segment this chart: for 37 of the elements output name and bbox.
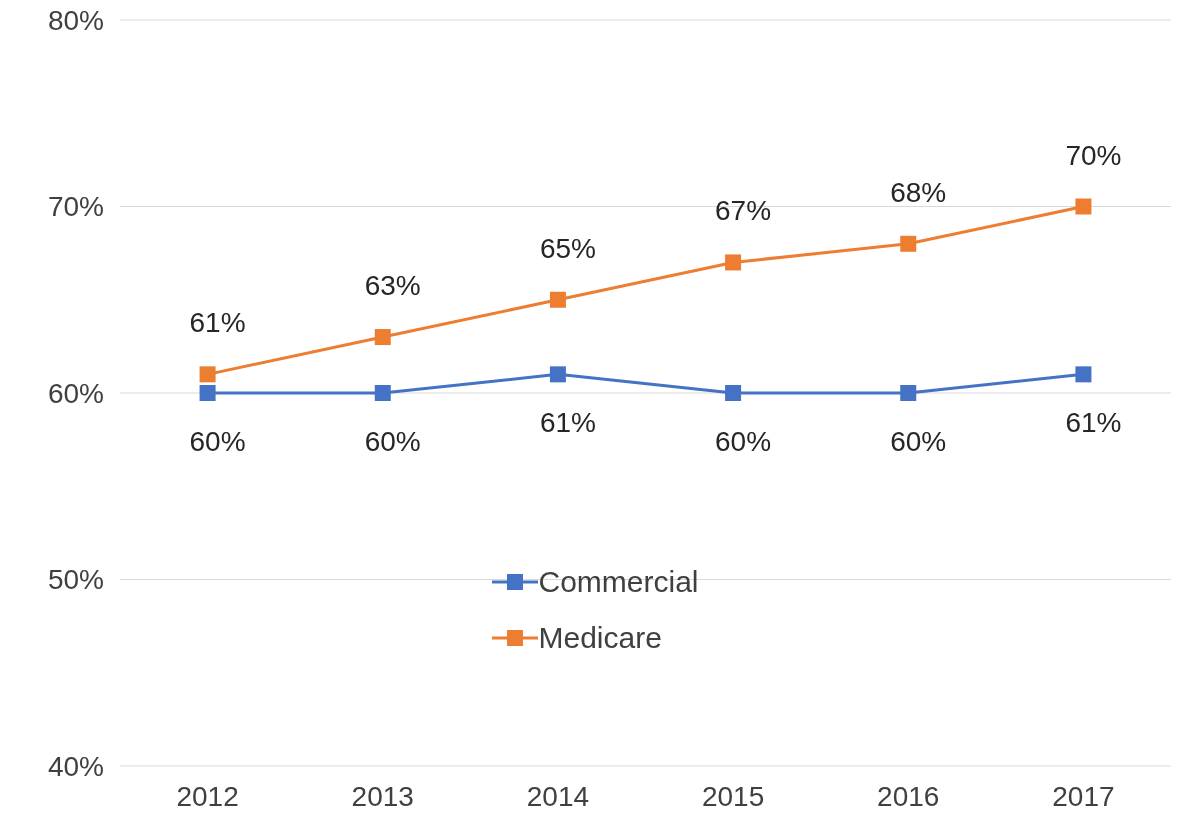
y-tick-label: 60% [47, 377, 104, 409]
point [725, 385, 742, 401]
x-tick-label: 2017 [1052, 780, 1115, 812]
data-label: 60% [364, 426, 421, 457]
x-tick-label: 2014 [526, 780, 590, 812]
data-label: 60% [189, 426, 246, 457]
point [1075, 366, 1092, 383]
y-tick-label: 70% [47, 191, 104, 223]
point [199, 366, 216, 383]
x-tick-label: 2013 [351, 780, 414, 812]
y-tick-label: 40% [47, 750, 104, 782]
point [549, 366, 566, 383]
point [725, 254, 742, 271]
x-tick-label: 2016 [877, 780, 940, 812]
legend-label: Medicare [538, 621, 662, 655]
y-tick-label: 50% [47, 564, 104, 596]
point [199, 385, 216, 401]
point [900, 385, 917, 401]
point [374, 385, 391, 401]
point [900, 235, 917, 252]
point [549, 291, 566, 308]
data-label: 63% [364, 270, 421, 302]
point [374, 329, 391, 346]
data-label: 67% [715, 195, 772, 227]
data-label: 60% [890, 426, 947, 457]
data-label: 60% [715, 426, 772, 457]
x-tick-label: 2015 [701, 780, 765, 812]
data-label: 68% [890, 176, 947, 208]
y-tick-label: 80% [47, 4, 104, 36]
data-label: 61% [189, 307, 246, 339]
data-label: 70% [1065, 139, 1122, 171]
point [1075, 198, 1092, 215]
data-label: 61% [1065, 407, 1122, 439]
legend-label: Commercial [538, 565, 699, 599]
data-label: 61% [539, 407, 596, 439]
data-label: 65% [539, 232, 596, 264]
x-tick-label: 2012 [176, 780, 239, 812]
